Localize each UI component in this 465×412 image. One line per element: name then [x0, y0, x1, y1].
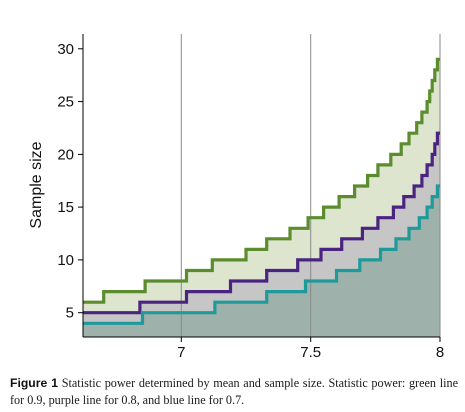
y-axis-ticks: 5 10 15 20 25 30	[57, 41, 83, 322]
y-tick-label-5: 25	[57, 94, 74, 111]
series-3-line	[83, 184, 440, 325]
figure-label: Figure 1	[10, 376, 59, 390]
y-tick-label-6: 30	[57, 41, 74, 58]
x-tick-label-1: 7	[177, 344, 185, 361]
figure-caption: Figure 1 Statistic power determined by m…	[10, 375, 458, 409]
area-fills	[83, 59, 440, 338]
series-3-fill	[83, 186, 440, 337]
y-tick-label-2: 10	[57, 252, 74, 269]
y-tick-label-4: 20	[57, 146, 74, 163]
x-tick-label-2: 7.5	[300, 344, 321, 361]
y-tick-label-3: 15	[57, 199, 74, 216]
x-tick-label-3: 8	[436, 344, 444, 361]
y-axis-label: Sample size	[28, 141, 45, 228]
x-axis-ticks: 7 7.5 8	[177, 337, 444, 361]
series-2-line	[83, 131, 440, 315]
series-1-line	[83, 57, 440, 304]
step-lines	[83, 57, 440, 325]
figure-caption-text: Statistic power determined by mean and s…	[10, 376, 458, 407]
y-tick-label-1: 5	[66, 305, 74, 322]
